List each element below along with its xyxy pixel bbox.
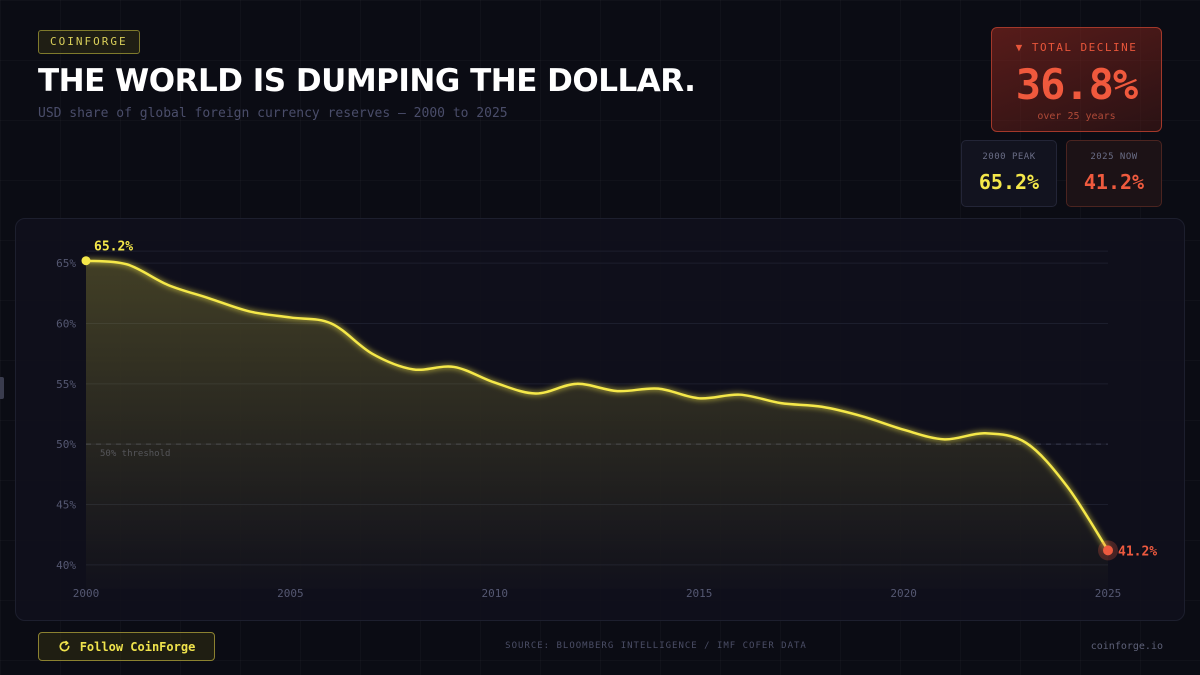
follow-button[interactable]: Follow CoinForge — [38, 632, 215, 661]
x-tick-label: 2015 — [686, 587, 713, 600]
total-decline-value: 36.8% — [1015, 60, 1138, 109]
y-tick-label: 45% — [56, 499, 76, 512]
x-tick-label: 2020 — [890, 587, 917, 600]
series-line — [85, 259, 1110, 552]
x-tick-label: 2005 — [277, 587, 304, 600]
brand-badge: COINFORGE — [38, 30, 140, 54]
total-decline-note: over 25 years — [1037, 111, 1116, 122]
refresh-icon — [59, 640, 70, 652]
peak-stat-label: 2000 PEAK — [982, 152, 1036, 162]
now-stat-label: 2025 NOW — [1090, 152, 1138, 162]
y-tick-label: 65% — [56, 257, 76, 270]
x-tick-label: 2010 — [482, 587, 509, 600]
page-title: THE WORLD IS DUMPING THE DOLLAR. — [38, 63, 696, 99]
series-area — [86, 260, 1108, 589]
x-tick-label: 2025 — [1095, 587, 1122, 600]
total-decline-card: ▼ TOTAL DECLINE 36.8% over 25 years — [991, 27, 1162, 132]
start-point — [81, 256, 91, 266]
line-chart: 40% 45% 50% 55% 60% 65% 2000 2005 2010 2015 2020 20… — [56, 240, 1157, 600]
now-stat-value: 41.2% — [1083, 170, 1145, 194]
end-point — [1103, 545, 1113, 556]
follow-button-label: Follow CoinForge — [79, 639, 196, 654]
chart-subtitle: USD share of global foreign currency res… — [38, 106, 508, 121]
total-decline-label: ▼ TOTAL DECLINE — [1015, 41, 1138, 54]
now-stat-card: 2025 NOW 41.2% — [1066, 140, 1162, 207]
x-tick-label: 2000 — [73, 587, 100, 600]
end-annotation: 41.2% — [1118, 544, 1157, 559]
chart-panel: 40% 45% 50% 55% 60% 65% 2000 2005 2010 2015 2020 20… — [15, 218, 1185, 621]
y-tick-label: 50% — [56, 438, 76, 451]
y-tick-label: 40% — [56, 559, 76, 572]
peak-stat-card: 2000 PEAK 65.2% — [961, 140, 1057, 207]
peak-stat-value: 65.2% — [978, 170, 1040, 194]
y-tick-label: 60% — [56, 317, 76, 330]
source-note: SOURCE: BLOOMBERG INTELLIGENCE / IMF COF… — [505, 641, 807, 651]
start-annotation: 65.2% — [94, 240, 133, 255]
y-tick-label: 55% — [56, 378, 76, 391]
site-link[interactable]: coinforge.io — [1090, 641, 1163, 652]
side-tab[interactable] — [0, 377, 4, 399]
